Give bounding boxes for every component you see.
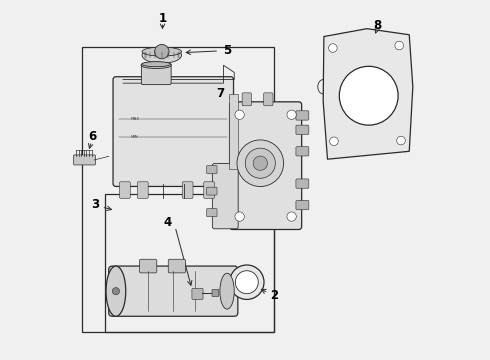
Text: 1: 1 [158, 12, 167, 25]
FancyBboxPatch shape [264, 93, 273, 106]
FancyBboxPatch shape [182, 182, 193, 198]
Polygon shape [323, 29, 413, 159]
Text: 6: 6 [89, 130, 97, 143]
Circle shape [330, 137, 338, 145]
Ellipse shape [142, 62, 171, 67]
Circle shape [112, 288, 120, 295]
Circle shape [287, 110, 296, 120]
FancyBboxPatch shape [207, 209, 217, 217]
Text: 7: 7 [217, 87, 225, 100]
FancyBboxPatch shape [74, 155, 96, 165]
FancyBboxPatch shape [296, 201, 309, 210]
Ellipse shape [220, 273, 234, 309]
Ellipse shape [142, 47, 181, 56]
Bar [82, 47, 274, 332]
Circle shape [287, 212, 296, 221]
FancyBboxPatch shape [207, 166, 217, 174]
Circle shape [245, 148, 275, 178]
FancyBboxPatch shape [230, 102, 302, 229]
Circle shape [155, 44, 169, 59]
FancyBboxPatch shape [296, 125, 309, 134]
Circle shape [235, 110, 245, 120]
FancyBboxPatch shape [212, 289, 219, 297]
Text: MAX: MAX [130, 117, 140, 121]
FancyBboxPatch shape [113, 77, 234, 186]
Text: 5: 5 [223, 44, 231, 57]
Circle shape [339, 66, 398, 125]
Text: 2: 2 [270, 289, 278, 302]
FancyBboxPatch shape [120, 182, 130, 198]
FancyBboxPatch shape [242, 93, 251, 106]
FancyBboxPatch shape [141, 66, 171, 85]
Bar [105, 194, 274, 332]
Ellipse shape [141, 62, 171, 68]
FancyBboxPatch shape [168, 259, 186, 273]
FancyBboxPatch shape [212, 163, 238, 229]
Circle shape [235, 212, 245, 221]
FancyBboxPatch shape [137, 182, 148, 198]
Circle shape [329, 44, 337, 52]
Text: 3: 3 [91, 198, 99, 211]
Bar [229, 94, 238, 169]
Circle shape [253, 156, 268, 170]
FancyBboxPatch shape [109, 266, 238, 316]
Text: MIN: MIN [130, 135, 138, 139]
Text: 4: 4 [164, 216, 172, 229]
FancyBboxPatch shape [204, 182, 215, 198]
FancyBboxPatch shape [296, 111, 309, 120]
Circle shape [397, 136, 405, 145]
Circle shape [395, 41, 403, 50]
FancyBboxPatch shape [140, 259, 157, 273]
FancyBboxPatch shape [207, 187, 217, 195]
Circle shape [237, 140, 284, 186]
Circle shape [235, 271, 258, 294]
FancyBboxPatch shape [296, 179, 309, 188]
Ellipse shape [106, 266, 126, 316]
FancyBboxPatch shape [296, 147, 309, 156]
FancyBboxPatch shape [192, 288, 203, 300]
Ellipse shape [142, 47, 181, 63]
Text: 8: 8 [373, 19, 382, 32]
Circle shape [230, 265, 264, 300]
